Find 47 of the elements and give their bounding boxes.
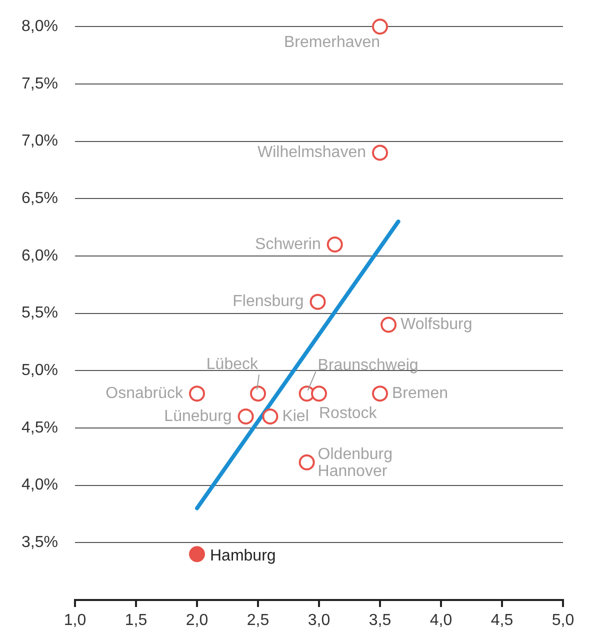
x-tick-label: 5,0 bbox=[552, 612, 574, 630]
y-tick-label: 6,5% bbox=[22, 190, 58, 208]
point bbox=[189, 546, 205, 562]
annotation: Rostock bbox=[319, 404, 378, 422]
x-tick-label: 3,0 bbox=[308, 612, 330, 630]
y-tick-label: 5,5% bbox=[22, 304, 58, 322]
y-tick-label: 3,5% bbox=[22, 534, 58, 552]
annotation: Hamburg bbox=[210, 548, 276, 565]
point bbox=[311, 386, 327, 402]
annotation: Wilhelmshaven bbox=[258, 144, 366, 162]
y-tick-label: 5,0% bbox=[22, 362, 58, 380]
point bbox=[262, 408, 278, 425]
point bbox=[250, 386, 266, 402]
annotation: Braunschweig bbox=[318, 356, 418, 374]
annotation: Hannover bbox=[318, 462, 388, 480]
annotation: Flensburg bbox=[232, 293, 304, 310]
point bbox=[372, 386, 388, 402]
point bbox=[310, 294, 326, 310]
annotation: Kiel bbox=[282, 408, 309, 425]
point bbox=[372, 18, 388, 35]
y-tick-label: 8,0% bbox=[22, 18, 58, 36]
point bbox=[238, 408, 254, 425]
x-tick-label: 2,5 bbox=[246, 612, 270, 630]
x-tick-label: 4,5 bbox=[490, 612, 514, 630]
annotation: Osnabrück bbox=[106, 384, 184, 402]
point bbox=[372, 144, 388, 161]
y-tick-label: 4,5% bbox=[22, 419, 58, 436]
x-tick-label: 3,5 bbox=[368, 612, 392, 630]
annotation: Bremerhaven bbox=[284, 34, 380, 52]
y-tick-label: 7,0% bbox=[22, 132, 58, 150]
x-tick-label: 4,0 bbox=[430, 612, 452, 630]
y-tick-label: 7,5% bbox=[22, 75, 58, 92]
annotation: Lübeck bbox=[206, 356, 259, 373]
x-tick-label: 1,5 bbox=[124, 612, 148, 630]
annotation: Bremen bbox=[392, 384, 448, 402]
annotation: Oldenburg bbox=[318, 446, 393, 463]
point bbox=[189, 386, 205, 402]
annotation: Wolfsburg bbox=[400, 316, 472, 334]
annotation: Schwerin bbox=[255, 236, 321, 253]
x-tick-label: 2,0 bbox=[186, 612, 208, 630]
y-tick-label: 6,0% bbox=[22, 247, 58, 264]
y-tick-label: 4,0% bbox=[22, 476, 58, 494]
point bbox=[380, 316, 397, 333]
point bbox=[326, 236, 343, 252]
x-tick-label: 1,0 bbox=[64, 612, 86, 630]
point bbox=[298, 454, 315, 470]
annotation: Lüneburg bbox=[164, 408, 232, 425]
